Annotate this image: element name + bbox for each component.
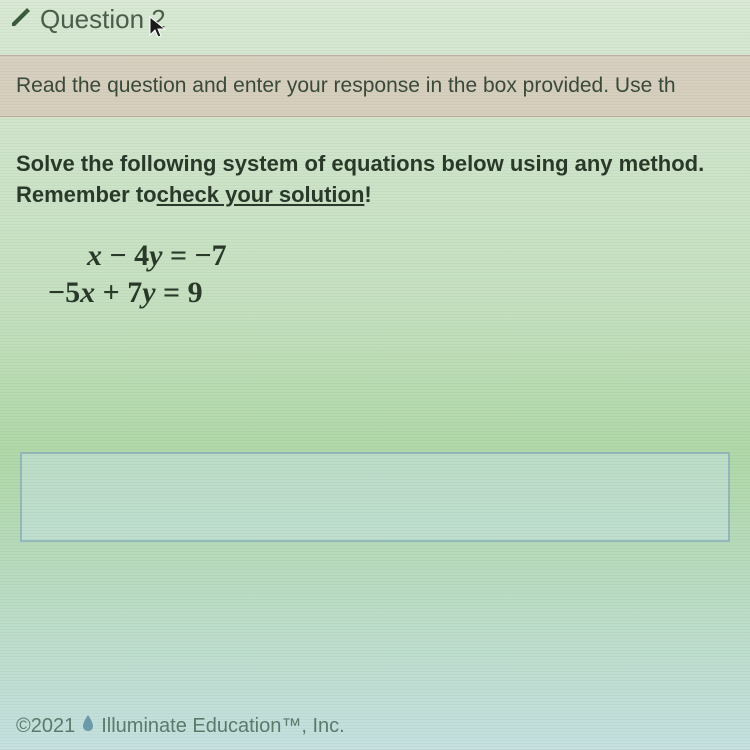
instruction-banner: Read the question and enter your respons… <box>0 55 750 117</box>
question-prompt: Solve the following system of equations … <box>0 117 750 219</box>
answer-input[interactable] <box>20 452 730 542</box>
footer: ©2021 Illuminate Education™, Inc. <box>16 714 345 738</box>
instruction-text: Read the question and enter your respons… <box>16 74 676 97</box>
copyright-text: ©2021 <box>16 715 75 738</box>
company-text: Illuminate Education™, Inc. <box>101 715 344 738</box>
question-label: Question 2 <box>40 4 166 35</box>
equations-block: x − 4y = −7 −5x + 7y = 9 <box>0 219 750 312</box>
prompt-underlined: check your solution <box>157 182 365 207</box>
prompt-line-1: Solve the following system of equations … <box>16 149 734 180</box>
pencil-icon <box>10 4 32 35</box>
prompt-prefix: Remember to <box>16 182 157 207</box>
equation-2: −5x + 7y = 9 <box>48 274 734 312</box>
prompt-suffix: ! <box>364 182 371 207</box>
cursor-icon <box>148 15 168 46</box>
droplet-icon <box>81 714 95 738</box>
prompt-line-2: Remember tocheck your solution! <box>16 180 734 211</box>
question-header: Question 2 <box>0 0 750 47</box>
equation-1: x − 4y = −7 <box>48 237 734 275</box>
